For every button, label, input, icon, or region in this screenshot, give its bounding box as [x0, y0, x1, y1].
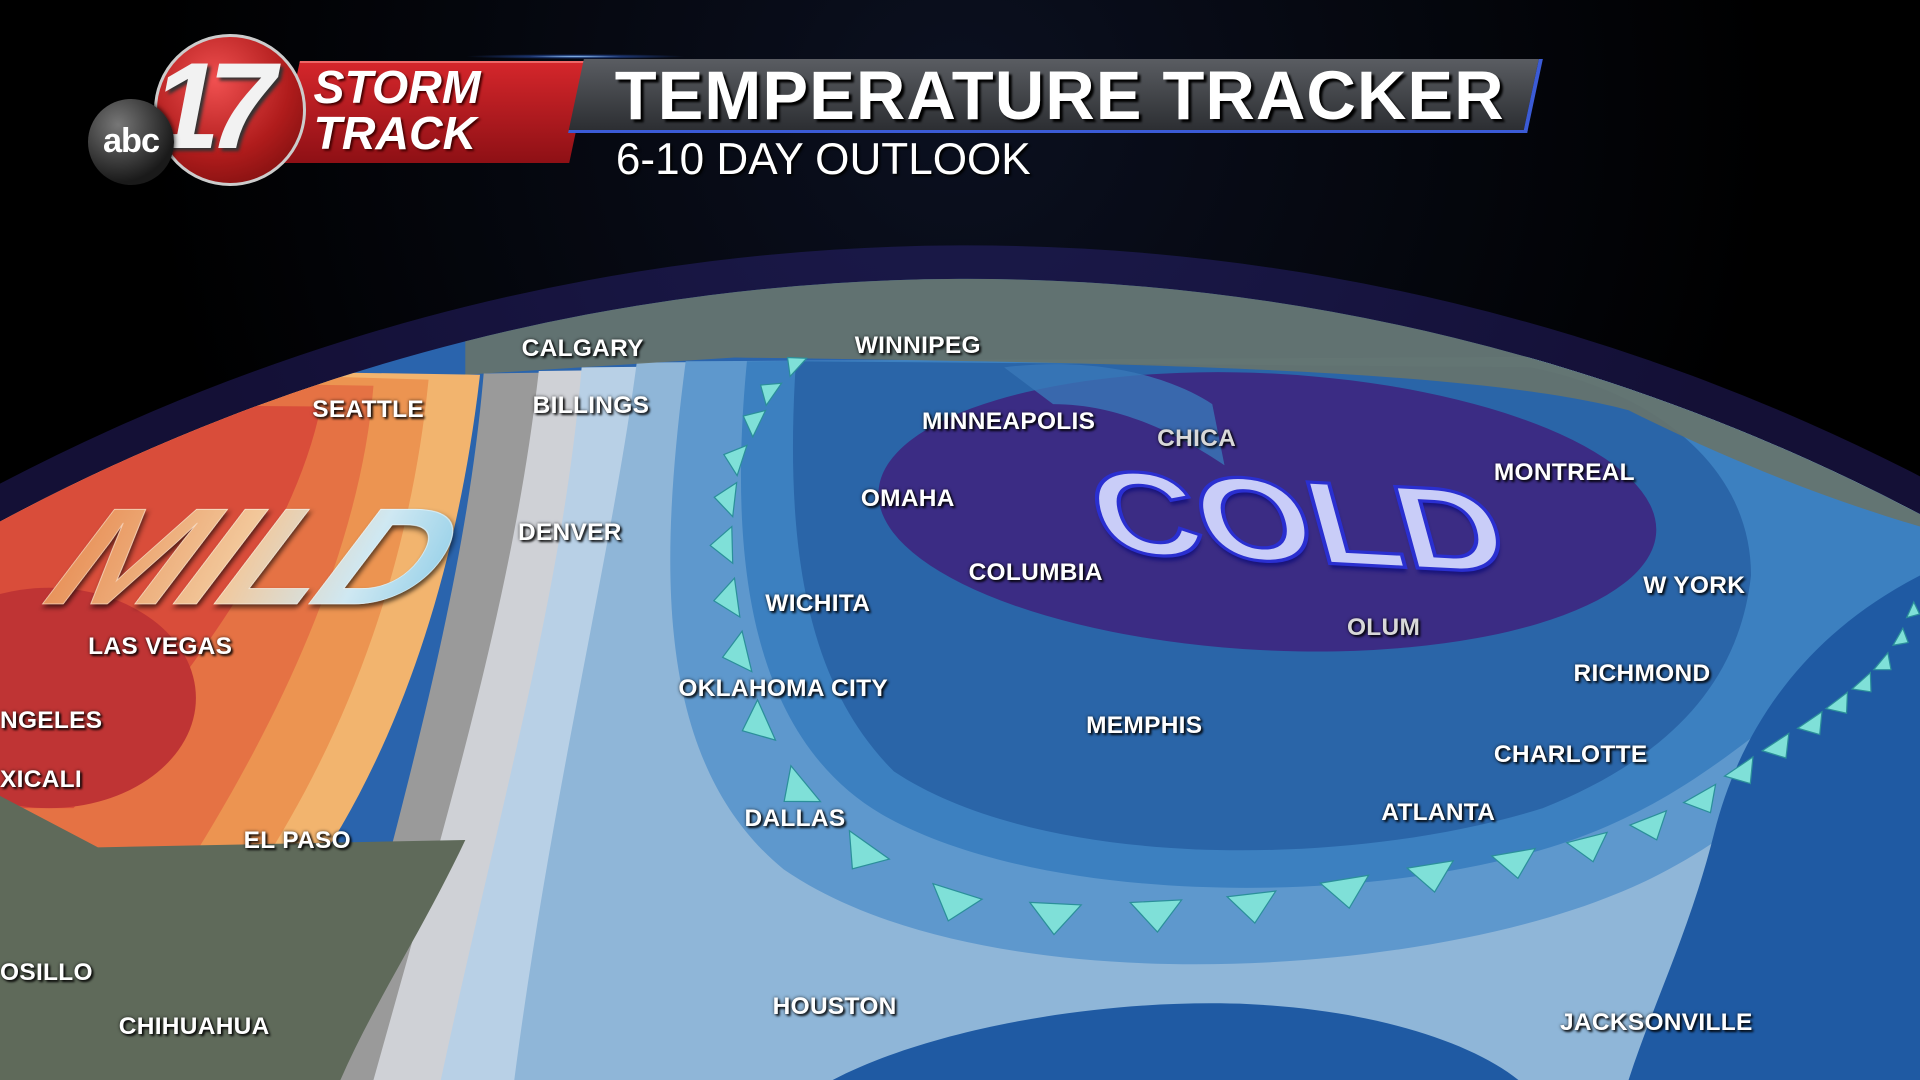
- cold-front-marker: [1628, 809, 1668, 841]
- cold-front-marker: [931, 882, 984, 922]
- cold-front-marker: [1128, 899, 1183, 933]
- city-label: CHIHUAHUA: [118, 1012, 270, 1040]
- cold-region-label: COLD: [1073, 442, 1520, 599]
- cold-front-marker: [1028, 901, 1083, 936]
- city-label: CHARLOTTE: [1493, 741, 1648, 769]
- city-label: DALLAS: [744, 804, 846, 832]
- city-label: HOUSTON: [772, 993, 897, 1021]
- cold-front-marker: [1850, 671, 1872, 693]
- channel-circle: [154, 34, 307, 187]
- city-label: MEMPHIS: [1086, 711, 1203, 739]
- cold-front-marker: [1824, 690, 1849, 715]
- city-label: CALGARY: [521, 334, 644, 362]
- station-logo: STORM TRACK 17 abc: [83, 32, 597, 191]
- city-label: ATLANTA: [1381, 798, 1496, 826]
- cold-front-marker: [1796, 710, 1823, 736]
- city-label: NGELES: [0, 706, 103, 734]
- network-logo: abc: [88, 99, 174, 185]
- cold-front-marker: [721, 629, 753, 673]
- city-label: LAS VEGAS: [88, 633, 233, 661]
- cold-front-marker: [742, 409, 767, 439]
- city-label: COLUMBIA: [968, 558, 1103, 586]
- cold-front-marker: [759, 382, 783, 407]
- cold-front-marker: [713, 481, 738, 518]
- city-label: EL PASO: [243, 826, 351, 854]
- city-label: MINNEAPOLIS: [922, 407, 1096, 435]
- cold-front-marker: [1565, 831, 1609, 863]
- city-label: CHICA: [1157, 425, 1237, 453]
- page-subtitle: 6-10 DAY OUTLOOK: [615, 134, 1031, 184]
- brand-line-2: TRACK: [313, 107, 477, 160]
- cold-front-marker: [848, 829, 891, 870]
- cold-front-marker: [786, 356, 808, 378]
- cold-front-marker: [1760, 732, 1790, 759]
- cold-front-marker: [783, 764, 822, 803]
- cold-front-marker: [1490, 847, 1537, 880]
- brand-line-1: STORM: [313, 60, 481, 113]
- city-label: WICHITA: [765, 590, 871, 618]
- cold-front-marker: [1872, 651, 1892, 671]
- gulf-of-mexico: [832, 1003, 1519, 1080]
- cold-front-marker: [1682, 783, 1717, 814]
- cold-front-marker: [1905, 600, 1920, 619]
- city-label: XICALI: [0, 765, 83, 793]
- city-label: WINNIPEG: [854, 332, 981, 360]
- city-label: OKLAHOMA CITY: [678, 674, 888, 702]
- city-label: OSILLO: [0, 959, 93, 986]
- city-label: SEATTLE: [312, 395, 424, 423]
- city-label: W YORK: [1643, 572, 1746, 600]
- cold-front: [709, 356, 1920, 936]
- city-label: MONTREAL: [1493, 459, 1635, 487]
- page-title: TEMPERATURE TRACKER: [614, 56, 1505, 134]
- cold-front-marker: [1405, 860, 1455, 894]
- band-much-above: [0, 587, 196, 809]
- lens-flare: [465, 53, 686, 59]
- city-label: DENVER: [517, 519, 622, 547]
- band-far-below: [878, 372, 1657, 652]
- cold-front-marker: [1891, 626, 1909, 647]
- city-label: OMAHA: [860, 485, 955, 513]
- cold-front-marker: [712, 576, 741, 619]
- storm-track-text: STORM TRACK: [313, 64, 480, 157]
- city-label: OLUM: [1346, 613, 1421, 641]
- city-label: RICHMOND: [1573, 660, 1711, 688]
- mild-region-label: MILD: [24, 480, 485, 634]
- cold-front-marker: [709, 525, 734, 565]
- city-label: JACKSONVILLE: [1560, 1009, 1753, 1037]
- cold-front-marker: [1225, 890, 1277, 925]
- cold-front-marker: [1723, 755, 1754, 785]
- great-lakes: [1004, 364, 1225, 466]
- cold-front-marker: [741, 698, 777, 742]
- cold-front-marker: [722, 444, 748, 477]
- city-label: BILLINGS: [532, 392, 650, 420]
- mexico-land: [0, 795, 466, 1080]
- cold-front-marker: [1318, 874, 1370, 910]
